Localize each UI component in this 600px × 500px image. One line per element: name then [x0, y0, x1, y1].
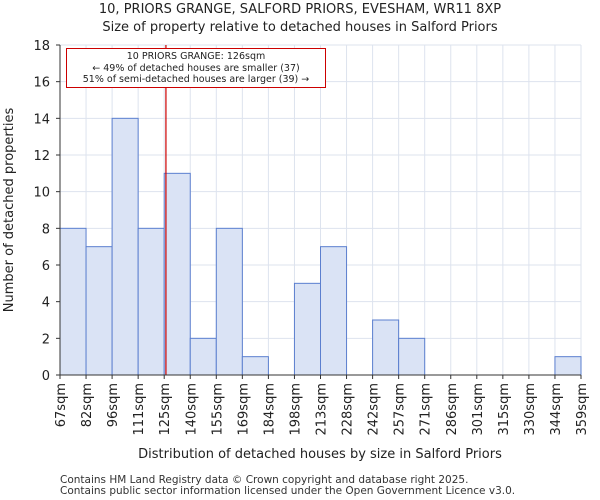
y-tick-label: 16	[33, 76, 50, 91]
x-tick-label: 125sqm	[158, 383, 173, 436]
x-tick-label: 301sqm	[471, 383, 486, 436]
x-tick-label: 96sqm	[106, 383, 121, 427]
y-tick-label: 6	[42, 259, 50, 274]
annotation-box: 10 PRIORS GRANGE: 126sqm ← 49% of detach…	[66, 48, 326, 88]
bar	[241, 356, 269, 376]
bar	[85, 246, 113, 376]
bar	[215, 227, 243, 376]
x-tick-label: 286sqm	[445, 383, 460, 436]
bar	[163, 172, 191, 376]
y-tick-labels: 0 2 4 6 8 10 12 14 16 18	[33, 39, 60, 384]
y-tick-label: 0	[42, 369, 50, 384]
x-tick-label: 271sqm	[419, 383, 434, 436]
x-tick-label: 82sqm	[80, 383, 95, 427]
x-tick-label: 184sqm	[262, 383, 277, 436]
x-tick-label: 228sqm	[341, 383, 356, 436]
annotation-line-2: ← 49% of detached houses are smaller (37…	[92, 62, 300, 74]
x-tick-label: 330sqm	[523, 383, 538, 436]
x-tick-label: 257sqm	[393, 383, 408, 436]
bar	[320, 246, 348, 376]
annotation-line-3: 51% of semi-detached houses are larger (…	[82, 74, 310, 85]
bar	[111, 117, 139, 376]
x-tick-label: 111sqm	[132, 383, 147, 436]
footer-line-1: Contains HM Land Registry data © Crown c…	[60, 474, 469, 486]
bar	[137, 227, 165, 376]
x-tick-label: 140sqm	[184, 383, 199, 436]
x-tick-label: 198sqm	[288, 383, 303, 436]
annotation-line-1: 10 PRIORS GRANGE: 126sqm	[126, 51, 266, 62]
bar	[398, 337, 426, 376]
x-axis-label: Distribution of detached houses by size …	[138, 447, 502, 462]
chart-title: 10, PRIORS GRANGE, SALFORD PRIORS, EVESH…	[98, 2, 502, 17]
bar	[293, 282, 322, 376]
y-tick-label: 4	[42, 296, 50, 311]
y-tick-label: 14	[33, 112, 50, 127]
y-tick-label: 2	[42, 332, 50, 347]
chart-subtitle: Size of property relative to detached ho…	[102, 20, 498, 35]
x-tick-label: 169sqm	[236, 383, 251, 436]
bar	[372, 319, 400, 376]
x-tick-label: 344sqm	[549, 383, 564, 436]
x-tick-label: 213sqm	[315, 383, 330, 436]
x-tick-label: 155sqm	[210, 383, 225, 436]
y-tick-label: 8	[42, 222, 50, 237]
x-tick-label: 315sqm	[497, 383, 512, 436]
bar	[554, 356, 582, 376]
footer-line-2: Contains public sector information licen…	[60, 485, 516, 497]
x-tick-label: 67sqm	[54, 383, 69, 427]
y-tick-label: 18	[33, 39, 50, 54]
bar	[59, 227, 87, 376]
bar	[189, 337, 217, 376]
y-axis-label: Number of detached properties	[2, 108, 17, 313]
x-tick-labels: 67sqm 82sqm 96sqm 111sqm 125sqm 140sqm 155sqm 1…	[54, 375, 590, 436]
y-tick-label: 10	[33, 186, 50, 201]
bars	[59, 117, 582, 376]
x-tick-label: 359sqm	[575, 383, 590, 436]
y-tick-label: 12	[33, 149, 50, 164]
x-tick-label: 242sqm	[367, 383, 382, 436]
